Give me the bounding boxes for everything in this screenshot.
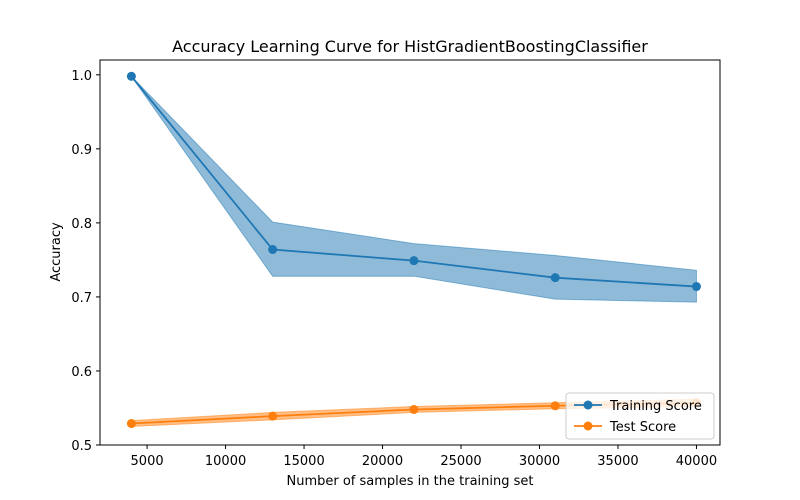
test-score-point [126, 419, 136, 429]
x-tick-label: 20000 [362, 454, 403, 469]
training-score-point [550, 273, 560, 283]
test-score-point [409, 404, 419, 414]
training-score-legend-label: Training Score [609, 399, 702, 414]
test-score-legend-label: Test Score [609, 420, 676, 435]
x-tick-label: 15000 [283, 454, 324, 469]
y-tick-label: 0.9 [71, 143, 92, 158]
x-axis-label: Number of samples in the training set [287, 474, 534, 489]
training-score-band [130, 75, 697, 303]
x-tick-label: 40000 [676, 454, 717, 469]
training-score-point [126, 71, 136, 81]
x-tick-label: 10000 [205, 454, 246, 469]
y-axis-label: Accuracy [49, 222, 64, 282]
x-tick-label: 30000 [519, 454, 560, 469]
training-score-legend-marker [583, 400, 593, 410]
plot-frame [99, 59, 721, 446]
test-score-legend-marker [583, 421, 593, 431]
x-tick-label: 5000 [131, 454, 164, 469]
legend: Training Score Test Score [565, 392, 715, 440]
legend-box [565, 392, 715, 440]
y-tick-label: 0.6 [71, 365, 92, 380]
y-tick-label: 0.5 [71, 439, 92, 454]
y-tick-label: 0.7 [71, 291, 92, 306]
test-score-point [268, 411, 278, 421]
x-axis-ticks: 5000 10000 15000 20000 25000 30000 35000 40000 [131, 445, 717, 469]
y-tick-label: 0.8 [71, 217, 92, 232]
chart-title: Accuracy Learning Curve for HistGradient… [172, 37, 648, 56]
x-tick-label: 35000 [597, 454, 638, 469]
y-axis-ticks: 0.5 0.6 0.7 0.8 0.9 1.0 [71, 69, 100, 454]
training-score-point [691, 282, 701, 292]
series-markers [126, 71, 701, 429]
y-tick-label: 1.0 [71, 69, 92, 84]
confidence-bands [130, 75, 697, 428]
test-score-point [550, 401, 560, 411]
training-score-point [409, 256, 419, 266]
x-tick-label: 25000 [440, 454, 481, 469]
training-score-point [268, 245, 278, 255]
